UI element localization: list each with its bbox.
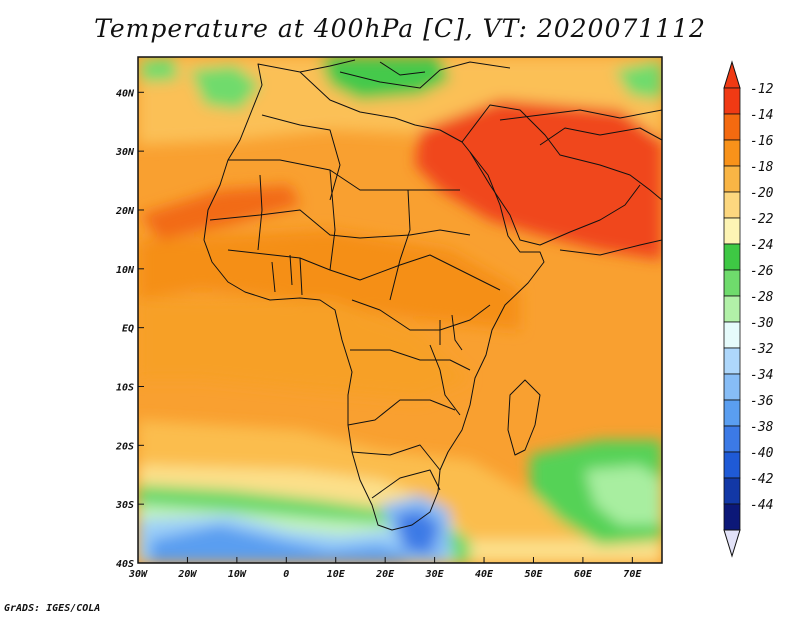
lon-tick-label: 20E — [375, 569, 395, 580]
colorbar-label: -28 — [750, 290, 774, 305]
colorbar-swatch — [723, 113, 741, 141]
colorbar-swatch — [723, 217, 741, 245]
colorbar-swatch — [723, 191, 741, 219]
colorbar-label: -44 — [750, 498, 773, 513]
lat-tick-label: 10S — [116, 382, 134, 393]
lat-tick-label: 20S — [115, 441, 134, 452]
lon-tick-label: 20W — [177, 569, 197, 580]
map-title: Temperature at 400hPa [C], VT: 202007111… — [94, 14, 706, 43]
grads-credit: GrADS: IGES/COLA — [4, 603, 101, 614]
lat-tick-label: 20N — [115, 206, 135, 217]
colorbar-swatch — [723, 373, 741, 401]
temperature-map-figure: 30W 20W 10W 0 10E 20E 30E 40E 50E 60E 70E 40N 30N 20… — [115, 56, 774, 580]
colorbar-swatch — [723, 295, 741, 323]
colorbar-swatch — [723, 87, 741, 115]
lat-tick-label: 30N — [115, 147, 135, 158]
colorbar-swatch — [723, 451, 741, 479]
lon-tick-label: 50E — [524, 569, 543, 580]
colorbar-swatch — [723, 399, 741, 427]
lat-tick-label: 40S — [116, 559, 134, 570]
colorbar-label: -40 — [750, 446, 774, 461]
colorbar-swatch — [723, 347, 741, 375]
colorbar-label: -36 — [750, 394, 774, 409]
lat-tick-label: 40N — [116, 88, 135, 99]
colorbar: -12 -14 -16 -18 -20 -22 -24 -26 -28 -30 -32 -34 -36 -… — [723, 60, 774, 558]
colorbar-swatch — [723, 321, 741, 349]
colorbar-swatch — [723, 503, 741, 531]
colorbar-label: -38 — [750, 420, 774, 435]
lon-tick-label: 40E — [475, 569, 494, 580]
lon-tick-label: 70E — [623, 569, 642, 580]
lon-tick-label: 30W — [128, 569, 148, 580]
colorbar-swatch — [723, 269, 741, 297]
colorbar-swatch — [723, 139, 741, 167]
lon-tick-label: 30E — [425, 569, 445, 580]
longitude-axis: 30W 20W 10W 0 10E 20E 30E 40E 50E 60E 70E — [128, 557, 642, 580]
colorbar-swatch — [723, 477, 741, 505]
lon-tick-label: 0 — [283, 569, 289, 580]
colorbar-swatch — [723, 243, 741, 271]
colorbar-label: -16 — [750, 134, 774, 149]
country-borders — [203, 59, 662, 531]
lat-tick-label: EQ — [122, 324, 134, 335]
colorbar-label: -24 — [750, 238, 773, 253]
lat-tick-label: 10N — [116, 265, 135, 276]
colorbar-label: -18 — [750, 160, 774, 175]
colorbar-label: -34 — [750, 368, 773, 383]
lon-tick-label: 10E — [327, 569, 346, 580]
latitude-axis: 40N 30N 20N 10N EQ 10S 20S 30S 40S — [115, 88, 144, 570]
colorbar-label: -30 — [750, 316, 774, 331]
colorbar-swatch — [723, 165, 741, 193]
colorbar-label: -12 — [750, 82, 774, 97]
colorbar-label: -26 — [750, 264, 774, 279]
colorbar-swatch — [723, 425, 741, 453]
colorbar-under-triangle — [723, 529, 741, 558]
plot-frame — [137, 56, 663, 564]
lat-tick-label: 30S — [115, 500, 134, 511]
colorbar-label: -22 — [750, 212, 774, 227]
colorbar-over-triangle — [723, 60, 741, 89]
colorbar-label: -20 — [750, 186, 774, 201]
colorbar-label: -14 — [750, 108, 773, 123]
colorbar-label: -42 — [750, 472, 774, 487]
colorbar-label: -32 — [750, 342, 774, 357]
temperature-field — [138, 57, 662, 563]
lon-tick-label: 60E — [574, 569, 593, 580]
lon-tick-label: 10W — [228, 569, 247, 580]
